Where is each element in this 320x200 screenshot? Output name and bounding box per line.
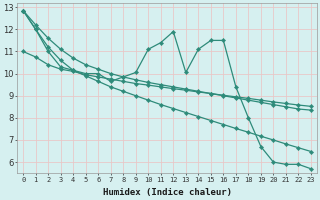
X-axis label: Humidex (Indice chaleur): Humidex (Indice chaleur)	[102, 188, 232, 197]
